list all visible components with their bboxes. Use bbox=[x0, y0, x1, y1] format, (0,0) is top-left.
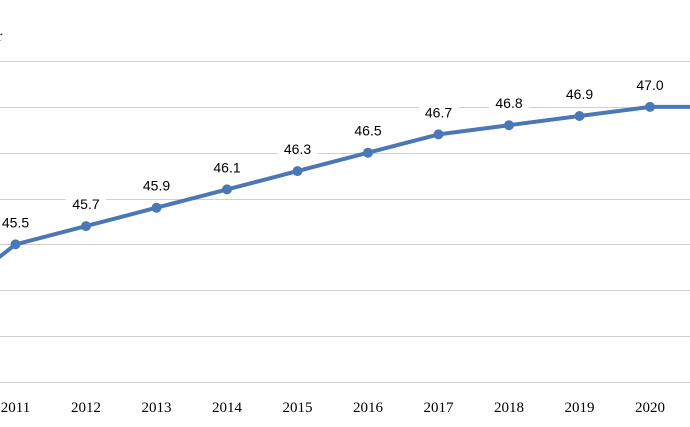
gridlines bbox=[0, 61, 690, 383]
data-label-group: 46.3 bbox=[277, 139, 318, 160]
data-label-group: 47.0 bbox=[630, 74, 670, 95]
data-label: 46.1 bbox=[213, 159, 240, 175]
data-label: 45.5 bbox=[2, 214, 29, 230]
x-tick-label: 2013 bbox=[142, 400, 172, 416]
y-axis-title-fragment: r bbox=[0, 28, 3, 45]
data-label-group: 45.5 bbox=[0, 212, 36, 233]
data-label: 46.9 bbox=[566, 86, 593, 102]
data-label-background bbox=[207, 157, 247, 178]
data-label-background bbox=[136, 175, 177, 196]
data-label: 46.5 bbox=[354, 123, 381, 139]
data-label-background bbox=[0, 212, 36, 233]
data-point-marker bbox=[504, 120, 514, 131]
x-axis-tick-labels: 2011 2012 2013 2014 2015 2016 2017 2018 2019 2020 bbox=[1, 400, 665, 416]
data-label-group: 46.1 bbox=[207, 157, 247, 178]
data-point-marker bbox=[433, 129, 444, 140]
data-label: 46.8 bbox=[495, 95, 522, 111]
x-tick-label: 2015 bbox=[283, 400, 313, 416]
data-label: 45.9 bbox=[143, 178, 170, 194]
data-label: 45.7 bbox=[72, 196, 99, 212]
data-label: 47.0 bbox=[636, 77, 663, 93]
x-tick-label: 2017 bbox=[424, 400, 455, 416]
data-label-group: 46.8 bbox=[489, 93, 529, 114]
series-layer bbox=[0, 101, 690, 260]
x-tick-label: 2019 bbox=[565, 400, 595, 416]
data-label-group: 46.7 bbox=[418, 102, 459, 123]
data-label: 46.3 bbox=[284, 141, 311, 157]
data-point-marker bbox=[10, 239, 21, 250]
data-label-background bbox=[630, 74, 670, 95]
data-label-background bbox=[277, 139, 318, 160]
data-label-background bbox=[489, 93, 529, 114]
data-label-background bbox=[418, 102, 459, 123]
data-point-marker bbox=[222, 184, 232, 195]
x-tick-label: 2012 bbox=[71, 400, 101, 416]
data-label-group: 45.9 bbox=[136, 175, 177, 196]
x-tick-label: 2018 bbox=[494, 400, 524, 416]
x-tick-label: 2016 bbox=[353, 400, 384, 416]
data-point-marker bbox=[81, 221, 91, 232]
x-tick-label: 2014 bbox=[212, 400, 243, 416]
series-line bbox=[0, 104, 690, 260]
data-labels: 45.5 45.7 45.9 46.1 46.3 46.5 46.7 46.8 46.9 47.0 bbox=[0, 74, 670, 233]
data-point-marker bbox=[574, 111, 585, 121]
data-point-marker bbox=[292, 166, 303, 177]
data-label-group: 46.5 bbox=[348, 120, 388, 141]
x-tick-label: 2020 bbox=[635, 400, 665, 416]
data-point-marker bbox=[151, 202, 162, 213]
data-label-group: 46.9 bbox=[559, 84, 600, 104]
x-tick-label: 2011 bbox=[1, 400, 30, 416]
data-point-marker bbox=[645, 101, 655, 112]
data-point-marker bbox=[363, 147, 373, 158]
data-label-group: 45.7 bbox=[66, 194, 106, 215]
data-label-background bbox=[66, 194, 106, 215]
data-label: 46.7 bbox=[425, 104, 452, 120]
data-label-background bbox=[348, 120, 388, 141]
data-label-background bbox=[559, 84, 600, 104]
